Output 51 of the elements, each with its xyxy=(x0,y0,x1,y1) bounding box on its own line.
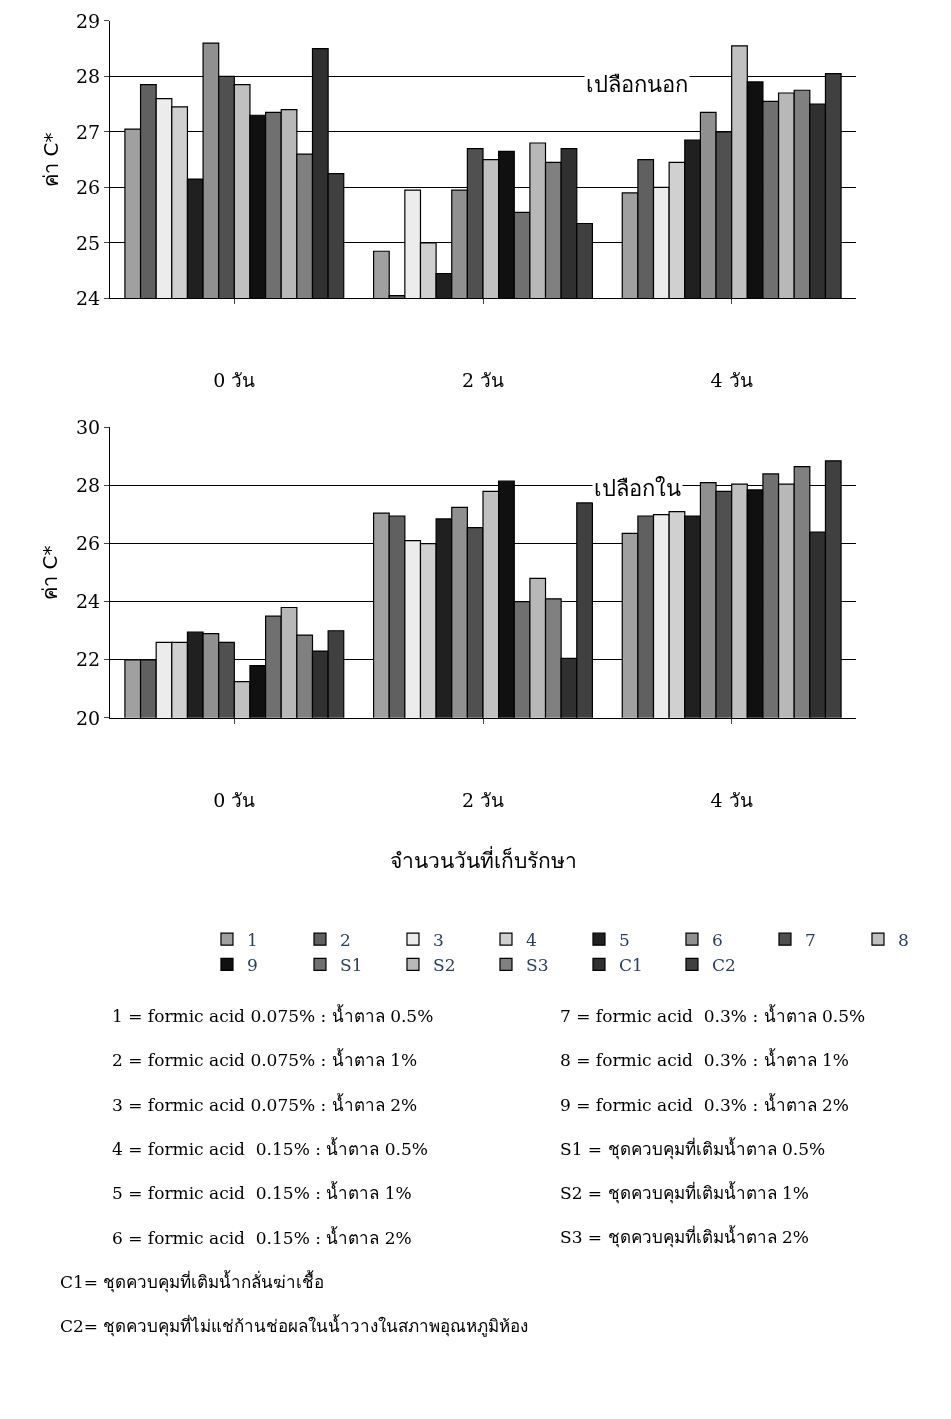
legend-label: S2 xyxy=(432,954,456,975)
text: S2 = ชุดควบคุมที่เติมน้ำตาล 1% xyxy=(560,1181,809,1204)
y-tick-label: 28 xyxy=(76,65,101,88)
text: 3 = formic acid 0.075% : น้ำตาล 2% xyxy=(112,1093,418,1115)
y-axis-title: ค่า C* xyxy=(38,545,63,600)
legend-label: S3 xyxy=(525,954,549,975)
legend-label: 3 xyxy=(432,929,444,950)
x-axis-title: จำนวนวันที่เก็บรักษา xyxy=(390,846,577,873)
legend-label: 8 xyxy=(897,929,909,950)
x-tick-label: 4 วัน xyxy=(710,788,753,811)
x-tick-label: 4 วัน xyxy=(710,369,753,392)
legend-label: 5 xyxy=(618,929,630,950)
legend-label: C2 xyxy=(711,954,736,975)
legend-label: 4 xyxy=(525,929,537,950)
text: 1 = formic acid 0.075% : น้ำตาล 0.5% xyxy=(112,1004,434,1026)
annotation: เปลือกนอก xyxy=(586,72,688,97)
legend-label: S1 xyxy=(339,954,363,975)
y-tick-label: 24 xyxy=(76,287,101,310)
y-tick-label: 20 xyxy=(76,706,101,729)
text: C2= ชุดควบคุมที่ไม่แช่ก้านช่อผลในน้ำวางในสภาพอุณหภูมิห้อง xyxy=(60,1314,529,1337)
y-tick-label: 27 xyxy=(76,120,101,143)
y-tick-label: 30 xyxy=(76,416,101,439)
legend-label: 9 xyxy=(246,954,258,975)
legend-label: 1 xyxy=(246,929,258,950)
text: C1= ชุดควบคุมที่เติมน้ำกลั่นฆ่าเชื้อ xyxy=(60,1270,325,1293)
x-tick-label: 2 วัน xyxy=(461,369,505,392)
legend-label: C1 xyxy=(618,954,643,975)
text: 8 = formic acid 0.3% : น้ำตาล 1% xyxy=(560,1048,849,1070)
x-tick-label: 0 วัน xyxy=(213,788,256,811)
y-tick-label: 29 xyxy=(76,9,101,32)
y-axis-title: ค่า C* xyxy=(38,132,63,187)
text: 4 = formic acid 0.15% : น้ำตาล 0.5% xyxy=(112,1137,428,1159)
x-tick-label: 0 วัน xyxy=(213,369,256,392)
text: 5 = formic acid 0.15% : น้ำตาล 1% xyxy=(112,1181,412,1203)
text: 7 = formic acid 0.3% : น้ำตาล 0.5% xyxy=(560,1004,866,1026)
y-tick-label: 25 xyxy=(76,231,101,254)
annotation: เปลือกใน xyxy=(594,476,681,501)
legend-label: 6 xyxy=(711,929,723,950)
y-tick-label: 28 xyxy=(76,474,101,497)
y-tick-label: 22 xyxy=(76,648,101,671)
text: 2 = formic acid 0.075% : น้ำตาล 1% xyxy=(112,1048,418,1070)
x-tick-label: 2 วัน xyxy=(461,788,505,811)
legend-label: 7 xyxy=(804,929,816,950)
legend-label: 2 xyxy=(339,929,351,950)
text: 6 = formic acid 0.15% : น้ำตาล 2% xyxy=(112,1226,412,1248)
y-tick-label: 26 xyxy=(76,532,101,555)
text: S1 = ชุดควบคุมที่เติมน้ำตาล 0.5% xyxy=(560,1137,826,1160)
text: S3 = ชุดควบคุมที่เติมน้ำตาล 2% xyxy=(560,1225,809,1248)
y-tick-label: 26 xyxy=(76,176,101,199)
y-tick-label: 24 xyxy=(76,590,101,613)
text: 9 = formic acid 0.3% : น้ำตาล 2% xyxy=(560,1093,849,1115)
